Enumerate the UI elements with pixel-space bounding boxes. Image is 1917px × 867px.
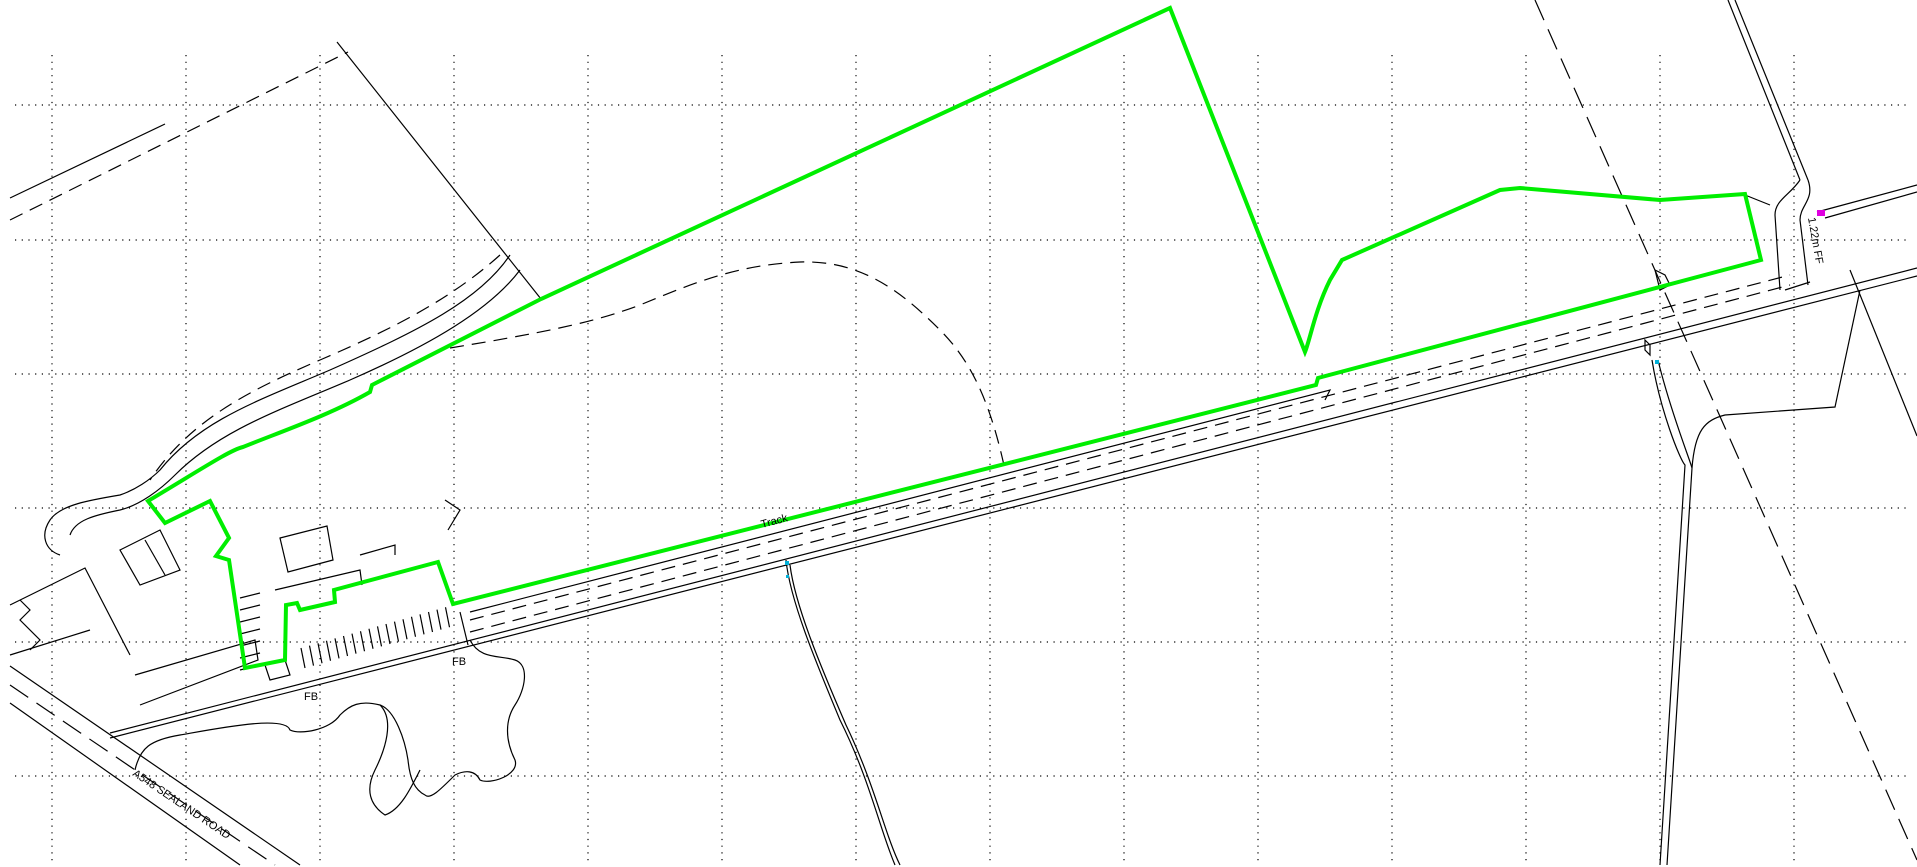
bridge-box — [1644, 338, 1651, 357]
road-edge — [1816, 184, 1917, 213]
parking-bay-line — [385, 623, 391, 645]
parking-bay-line — [402, 619, 408, 640]
road-edge — [1784, 281, 1811, 291]
lane-edge — [1691, 289, 1861, 469]
parking-bay-line — [436, 609, 442, 630]
parking-bay-line — [410, 616, 417, 637]
track-label: Track — [760, 512, 790, 531]
track-edge — [109, 267, 1917, 734]
parking-bay-line — [351, 633, 357, 654]
site-boundary-outline — [145, 5, 1764, 671]
parking-bay-line — [325, 640, 332, 661]
lane-edge — [1657, 359, 1693, 866]
building-outline — [359, 544, 396, 556]
parking-bay-line — [334, 638, 340, 659]
ditch-line — [369, 704, 421, 816]
footbridge-label-west: FB — [304, 691, 318, 703]
road-edge — [1849, 269, 1917, 437]
parking-bay-line — [239, 604, 261, 611]
parking-bay-line — [393, 621, 400, 642]
lane-edge — [1651, 359, 1686, 866]
marker-magenta — [1817, 210, 1825, 216]
parking-bay-line — [317, 643, 323, 664]
footbridge-label-east: FB — [452, 656, 466, 668]
field-boundary-line — [336, 41, 542, 300]
marker-cyan — [785, 561, 789, 565]
building-outline — [279, 525, 334, 573]
boundary-dashed-diagonal — [1534, 0, 1917, 861]
road-edge — [1727, 0, 1801, 181]
parking-bay-line — [427, 611, 434, 633]
parking-bays — [239, 592, 451, 671]
parking-bay-line — [308, 645, 315, 666]
footbridge-east — [459, 611, 469, 646]
marker-cyan — [786, 575, 789, 578]
parking-bay-line — [342, 635, 349, 657]
track-dashed — [469, 284, 1791, 633]
lane-edge — [69, 269, 521, 536]
road-edge — [1774, 179, 1811, 291]
stream-line — [785, 559, 896, 866]
building-outline — [9, 567, 131, 656]
building-outline — [119, 529, 181, 586]
parking-bay-line — [376, 626, 383, 647]
marker-cyan — [1655, 360, 1659, 364]
track-edge — [469, 389, 1332, 613]
building-outline — [9, 629, 91, 656]
parking-bay-line — [300, 647, 306, 669]
parking-bay-line — [444, 607, 451, 628]
road-label: A548 SEALAND ROAD — [130, 768, 232, 842]
dotted-grid — [15, 55, 1910, 862]
track-dashed — [469, 274, 1791, 621]
lane-dashed — [149, 254, 501, 481]
road-edge — [9, 702, 241, 866]
field-boundary-dashed — [9, 51, 349, 221]
building-outline — [444, 499, 461, 531]
lane-edge — [44, 254, 511, 556]
field-boundary-curve-dashed — [449, 261, 1006, 471]
building-outline — [134, 639, 259, 706]
fence-label: 1.22m FF — [1805, 216, 1825, 265]
ditch-line — [134, 639, 525, 797]
base-linework — [9, 0, 1917, 866]
parking-bay-line — [368, 628, 374, 649]
parking-bay-line — [359, 631, 366, 652]
parking-bay-line — [239, 616, 261, 623]
parking-bay-line — [239, 628, 261, 635]
road-edge — [1734, 0, 1809, 181]
parking-bay-line — [419, 614, 425, 635]
building-outline — [144, 539, 166, 576]
stream-line — [789, 564, 901, 866]
track-edge — [109, 275, 1917, 739]
field-boundary-line — [9, 123, 166, 199]
parking-bay-line — [239, 592, 261, 599]
road-centre-dashed — [9, 684, 276, 866]
building-outline — [274, 569, 363, 591]
road-edge — [9, 665, 301, 866]
road-edge — [1824, 191, 1917, 219]
building-outline — [19, 599, 41, 651]
